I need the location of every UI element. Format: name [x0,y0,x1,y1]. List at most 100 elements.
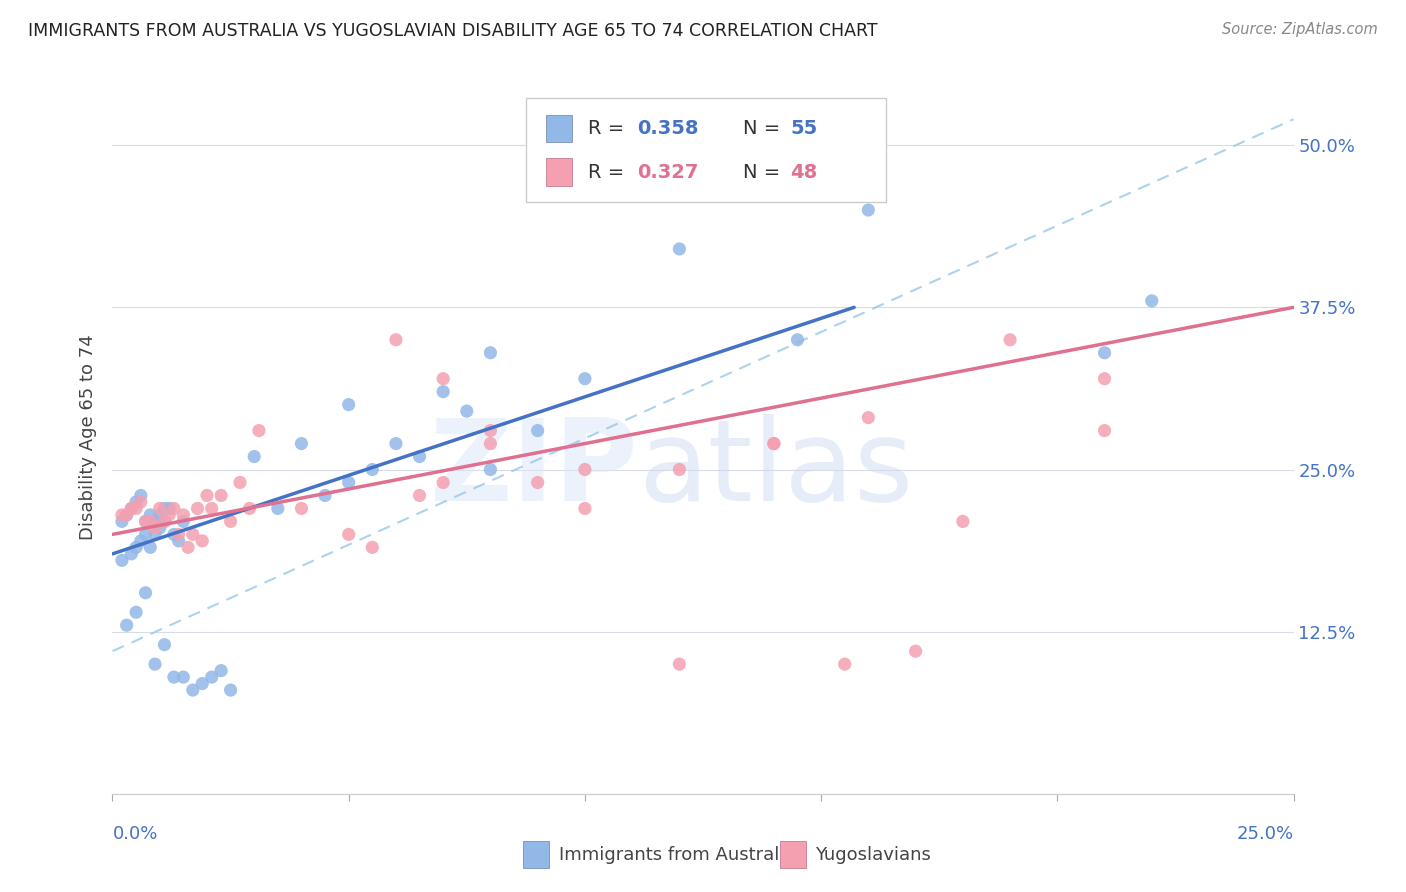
Point [125,541,148,555]
Text: ZIP: ZIP [430,414,638,524]
FancyBboxPatch shape [546,159,572,186]
Point [120,501,142,516]
Point [834,657,856,672]
FancyBboxPatch shape [546,115,572,142]
Point [385,333,408,347]
Point [668,657,690,672]
Point [479,462,502,476]
Point [149,521,172,535]
FancyBboxPatch shape [780,841,806,868]
Point [456,404,478,418]
Text: N =: N = [744,162,786,181]
Point [129,533,152,548]
Point [167,533,190,548]
Point [668,242,690,256]
Point [786,333,808,347]
Point [195,488,218,502]
Point [129,488,152,502]
Point [432,372,454,386]
Point [149,508,172,522]
Point [574,462,596,476]
Text: Yugoslavians: Yugoslavians [815,846,931,863]
Point [129,495,152,509]
Point [337,398,360,412]
Point [125,495,148,509]
Text: 55: 55 [790,120,818,138]
Point [1140,293,1163,308]
Point [1094,345,1116,359]
Text: 25.0%: 25.0% [1236,825,1294,843]
Text: N =: N = [744,120,786,138]
Point [201,670,224,684]
Point [135,586,157,600]
Point [143,657,166,672]
Point [432,384,454,399]
FancyBboxPatch shape [523,841,550,868]
Point [201,501,224,516]
Point [858,410,880,425]
Point [337,527,360,541]
Point [479,424,502,438]
Point [432,475,454,490]
Point [290,436,312,450]
Point [135,527,157,541]
Text: 0.358: 0.358 [637,120,699,138]
Point [125,605,148,619]
Point [172,515,194,529]
Text: R =: R = [589,162,631,181]
Point [115,618,138,632]
Point [219,683,242,698]
Point [209,664,232,678]
Point [574,501,596,516]
Point [143,527,166,541]
Text: Immigrants from Australia: Immigrants from Australia [560,846,796,863]
Point [858,202,880,217]
Point [762,436,785,450]
Point [314,488,336,502]
Point [479,345,502,359]
Point [163,527,186,541]
Text: atlas: atlas [638,414,914,524]
Point [120,501,142,516]
Point [163,670,186,684]
Point [181,683,204,698]
Point [135,515,157,529]
Point [139,541,162,555]
Point [385,436,408,450]
Point [111,515,134,529]
Point [139,508,162,522]
Point [361,541,384,555]
Point [139,515,162,529]
Point [408,450,430,464]
Point [186,501,208,516]
Point [290,501,312,516]
Point [167,527,190,541]
Point [153,501,176,516]
Point [172,670,194,684]
Point [135,515,157,529]
Point [904,644,927,658]
Point [143,521,166,535]
Point [479,436,502,450]
Text: 0.0%: 0.0% [112,825,157,843]
Text: 0.327: 0.327 [637,162,699,181]
Point [668,462,690,476]
FancyBboxPatch shape [526,98,886,202]
Point [219,515,242,529]
Point [574,372,596,386]
Point [361,462,384,476]
Point [157,501,180,516]
Point [247,424,270,438]
Point [153,515,176,529]
Point [337,475,360,490]
Point [1094,424,1116,438]
Point [120,547,142,561]
Point [163,501,186,516]
Point [172,508,194,522]
Point [115,508,138,522]
Point [243,450,266,464]
Text: 48: 48 [790,162,818,181]
Text: IMMIGRANTS FROM AUSTRALIA VS YUGOSLAVIAN DISABILITY AGE 65 TO 74 CORRELATION CHA: IMMIGRANTS FROM AUSTRALIA VS YUGOSLAVIAN… [28,22,877,40]
Point [952,515,974,529]
Point [115,508,138,522]
